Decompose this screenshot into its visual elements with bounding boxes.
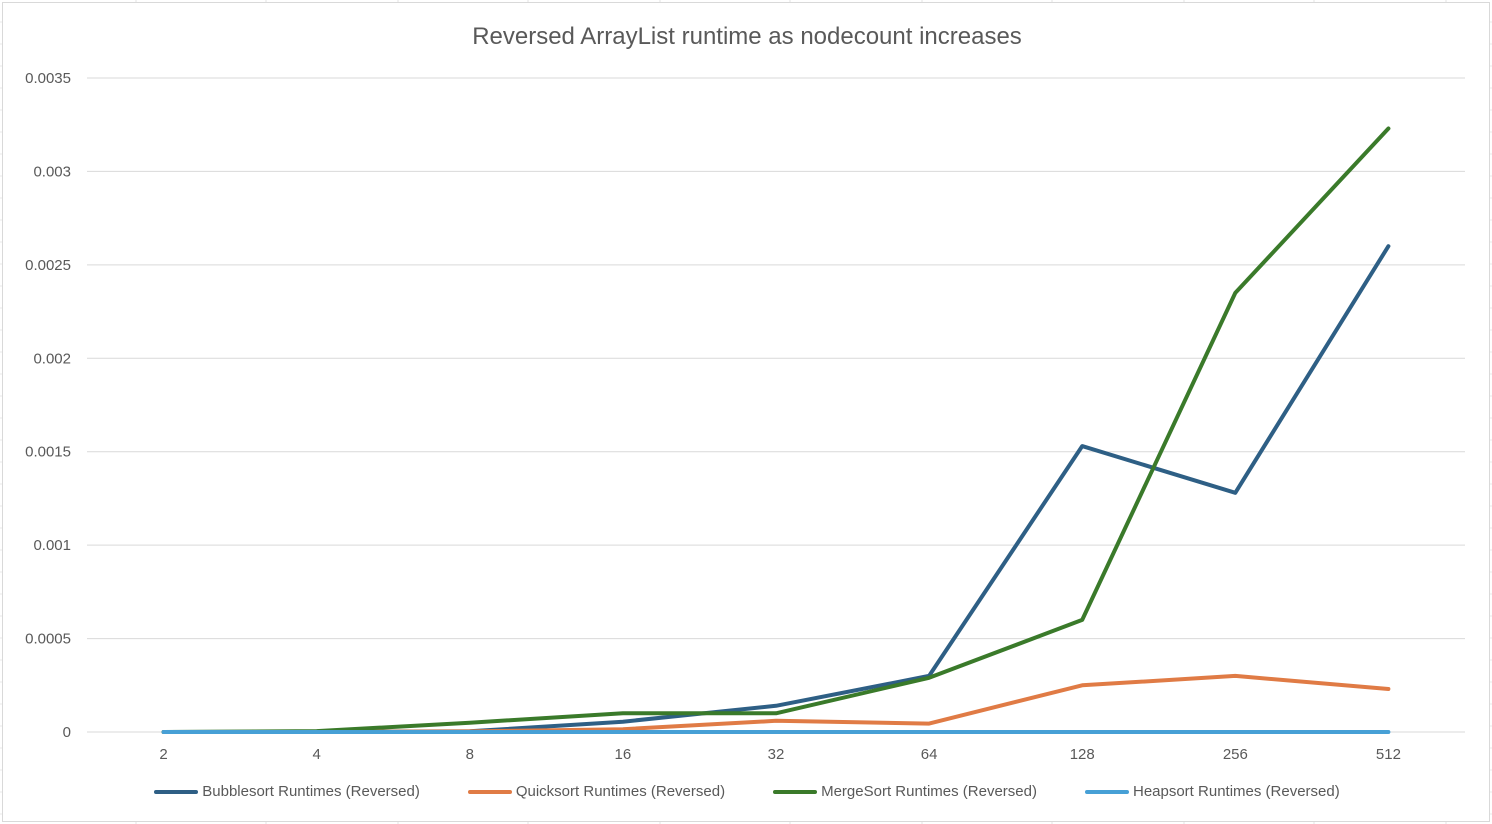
y-tick-label: 0.0035 [25,70,71,87]
y-tick-label: 0.0025 [25,257,71,274]
legend-item: Quicksort Runtimes (Reversed) [467,783,726,800]
x-tick-label: 512 [1376,746,1401,763]
x-tick-label: 256 [1223,746,1248,763]
legend-swatch [154,789,199,794]
legend-item: Bubblesort Runtimes (Reversed) [154,783,420,800]
legend-label: Bubblesort Runtimes (Reversed) [202,783,420,800]
legend-label: Quicksort Runtimes (Reversed) [515,783,726,800]
legend-label: Heapsort Runtimes (Reversed) [1132,783,1340,800]
y-tick-label: 0.002 [33,350,71,367]
chart-title: Reversed ArrayList runtime as nodecount … [472,23,1022,50]
x-tick-label: 8 [466,746,474,763]
legend-swatch [467,789,512,794]
legend-label: MergeSort Runtimes (Reversed) [821,783,1037,800]
chart-legend: Bubblesort Runtimes (Reversed) Quicksort … [3,783,1491,800]
y-tick-label: 0 [63,724,71,741]
legend-item: MergeSort Runtimes (Reversed) [773,783,1037,800]
y-tick-label: 0.001 [33,537,71,554]
legend-swatch [773,789,818,794]
line-chart: 0 0.0005 0.001 0.0015 0.002 0.0025 0.003 0.0035… [25,70,1465,763]
x-tick-label: 4 [312,746,320,763]
series-line-3 [161,126,1391,734]
legend-swatch [1084,789,1129,794]
legend-item: Heapsort Runtimes (Reversed) [1084,783,1340,800]
y-tick-label: 0.0015 [25,444,71,461]
y-tick-label: 0.0005 [25,631,71,648]
x-tick-label: 32 [768,746,785,763]
x-tick-label: 64 [921,746,938,763]
x-tick-label: 2 [159,746,167,763]
y-tick-label: 0.003 [33,163,71,180]
x-tick-label: 128 [1070,746,1095,763]
series-line-1 [161,244,1391,734]
x-tick-label: 16 [615,746,632,763]
